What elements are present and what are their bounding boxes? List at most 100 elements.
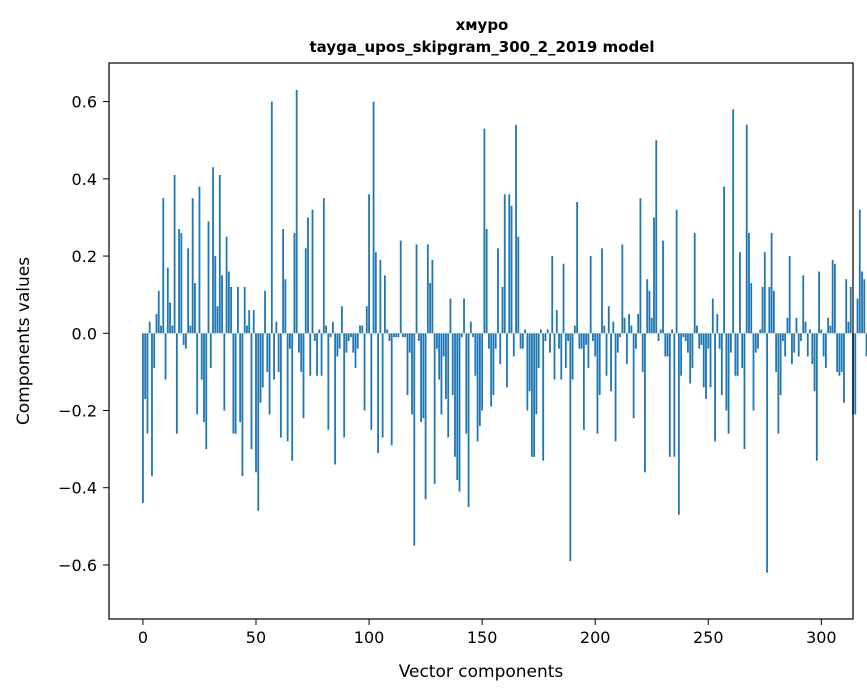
- y-tick-label: 0.6: [72, 93, 97, 112]
- bar-235: [673, 333, 676, 457]
- bar-54: [264, 290, 266, 334]
- bar-224: [648, 290, 651, 334]
- y-tick-label: −0.4: [58, 479, 97, 498]
- bar-1: [144, 333, 147, 399]
- bar-187: [564, 333, 567, 369]
- bar-11: [166, 267, 169, 334]
- bar-180: [549, 333, 551, 353]
- bar-252: [711, 298, 714, 334]
- bar-17: [180, 232, 183, 334]
- bar-223: [646, 279, 649, 334]
- bar-71: [302, 333, 305, 419]
- bar-29: [207, 221, 210, 334]
- bar-169: [524, 329, 526, 334]
- bar-316: [856, 298, 859, 334]
- bar-237: [677, 333, 680, 515]
- y-tick-label: 0.2: [72, 247, 97, 266]
- bar-158: [499, 333, 502, 365]
- bar-142: [463, 298, 465, 334]
- bar-135: [447, 333, 450, 438]
- bar-273: [759, 329, 762, 334]
- bar-278: [770, 232, 773, 334]
- bar-300: [820, 329, 823, 334]
- bar-22: [191, 198, 194, 334]
- bar-281: [777, 333, 780, 434]
- bar-130: [436, 333, 438, 349]
- bar-5: [153, 333, 156, 369]
- bar-4: [151, 333, 153, 477]
- bar-25: [198, 186, 201, 334]
- bar-15: [175, 333, 178, 434]
- x-tick-label: 300: [806, 628, 837, 647]
- bar-211: [619, 333, 621, 338]
- bar-216: [630, 325, 633, 334]
- bar-82: [327, 333, 330, 430]
- bar-212: [621, 244, 624, 334]
- bar-132: [440, 333, 443, 415]
- bar-175: [537, 333, 540, 369]
- bar-149: [478, 333, 481, 426]
- bar-219: [637, 313, 640, 334]
- bar-264: [739, 252, 741, 334]
- bar-85: [334, 333, 337, 465]
- bar-43: [239, 333, 242, 423]
- bar-262: [734, 333, 737, 376]
- bar-40: [232, 333, 235, 434]
- bar-141: [460, 333, 463, 338]
- bar-275: [763, 252, 766, 334]
- bar-174: [535, 333, 538, 415]
- bar-144: [467, 333, 470, 508]
- bar-218: [635, 333, 637, 349]
- bar-76: [313, 333, 316, 341]
- bar-178: [544, 333, 547, 341]
- bar-16: [178, 229, 181, 334]
- chart-title-line1: хмуро: [456, 16, 509, 34]
- y-tick-label: −0.6: [58, 556, 97, 575]
- bar-298: [815, 333, 818, 461]
- bar-290: [797, 333, 800, 357]
- bar-23: [194, 283, 196, 334]
- bar-111: [393, 333, 395, 338]
- bar-245: [696, 325, 698, 334]
- bar-270: [752, 333, 755, 411]
- bar-286: [788, 256, 791, 334]
- bar-220: [639, 198, 642, 334]
- bar-301: [822, 333, 825, 357]
- bar-154: [490, 333, 493, 407]
- bar-191: [573, 325, 576, 334]
- bar-116: [404, 333, 407, 338]
- bar-197: [587, 333, 590, 369]
- bar-145: [469, 321, 472, 334]
- bar-284: [784, 333, 787, 357]
- bar-315: [854, 333, 857, 415]
- bar-128: [431, 259, 434, 334]
- bar-267: [745, 124, 748, 334]
- bar-210: [616, 333, 619, 353]
- x-tick-label: 150: [467, 628, 498, 647]
- bar-101: [370, 333, 373, 430]
- bar-69: [298, 333, 300, 353]
- bar-66: [291, 333, 294, 461]
- bar-70: [300, 333, 303, 372]
- bar-261: [732, 109, 735, 334]
- bar-313: [849, 286, 852, 334]
- bar-176: [540, 329, 542, 334]
- bar-24: [196, 333, 199, 415]
- bar-95: [356, 333, 359, 349]
- bar-61: [279, 333, 282, 438]
- bar-207: [610, 333, 612, 392]
- bar-221: [641, 333, 644, 372]
- bar-50: [255, 333, 257, 473]
- bar-243: [691, 333, 694, 369]
- bar-297: [813, 333, 816, 392]
- y-tick-label: 0.4: [72, 170, 97, 189]
- bar-37: [225, 236, 228, 334]
- bar-234: [671, 329, 673, 334]
- bar-106: [381, 333, 384, 438]
- bar-7: [157, 290, 160, 334]
- bar-122: [417, 333, 420, 341]
- bar-251: [709, 333, 712, 388]
- bar-51: [257, 333, 260, 511]
- bar-292: [802, 275, 805, 334]
- bar-304: [829, 325, 832, 334]
